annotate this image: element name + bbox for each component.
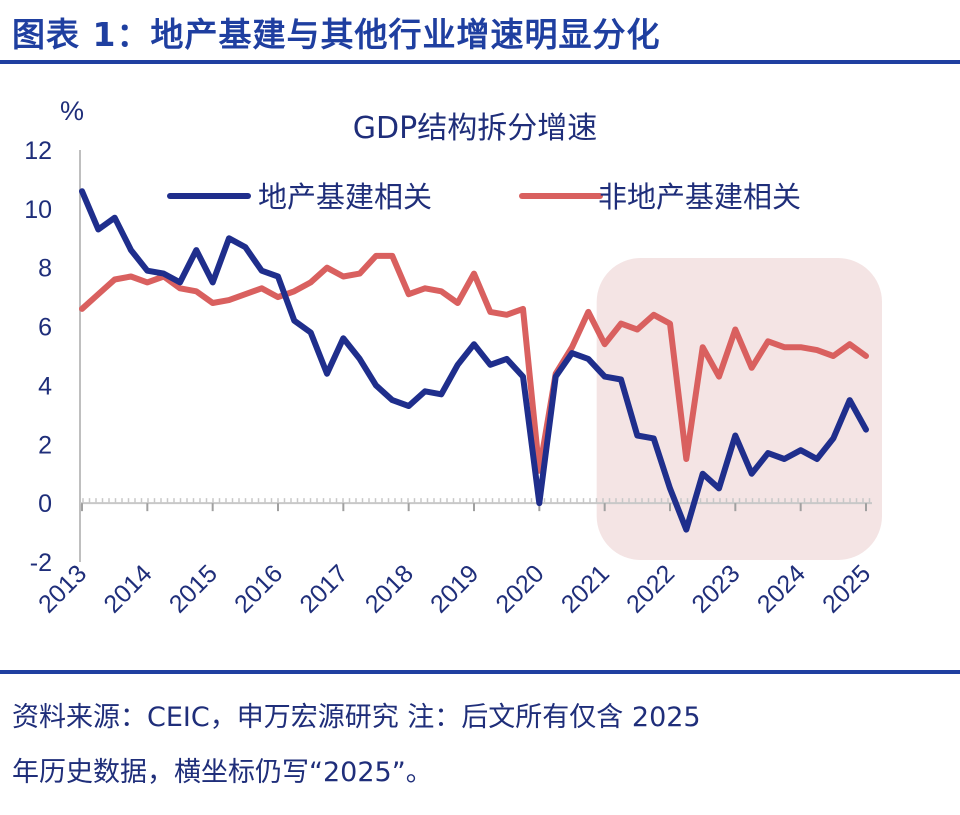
y-tick-label: 0	[38, 490, 52, 518]
legend-label-1: 地产基建相关	[258, 180, 432, 214]
x-tick-label: 2024	[752, 559, 811, 618]
legend-label-2: 非地产基建相关	[598, 180, 801, 214]
source-note-line1: 资料来源：CEIC，申万宏源研究 注：后文所有仅含 2025	[12, 702, 701, 733]
x-tick-label: 2025	[817, 559, 876, 618]
x-tick-label: 2014	[98, 559, 157, 618]
series-line-2	[79, 252, 869, 474]
x-tick-label: 2023	[686, 559, 745, 618]
x-tick-label: 2017	[294, 559, 353, 618]
series-line-1	[79, 188, 869, 533]
title-rule	[0, 60, 960, 64]
x-tick-label: 2022	[621, 559, 680, 618]
x-tick-label: 2021	[556, 559, 615, 618]
y-tick-label: 12	[24, 137, 52, 165]
x-tick-label: 2020	[490, 559, 549, 618]
x-tick-label: 2015	[164, 559, 223, 618]
y-tick-label: 2	[38, 431, 52, 459]
y-axis-unit: %	[60, 96, 84, 126]
x-tick-label: 2016	[229, 559, 288, 618]
highlight-region	[596, 258, 882, 560]
y-tick-label: 10	[24, 196, 52, 224]
y-tick-label: -2	[30, 549, 52, 577]
y-tick-label: 4	[38, 372, 52, 400]
y-tick-label: 6	[38, 314, 52, 342]
y-tick-label: 8	[38, 255, 52, 283]
x-tick-label: 2018	[360, 559, 419, 618]
chart-title: GDP结构拆分增速	[353, 111, 597, 146]
x-tick-label: 2019	[425, 559, 484, 618]
footer-rule	[0, 670, 960, 674]
source-note-line2: 年历史数据，横坐标仍写“2025”。	[12, 757, 433, 788]
figure-title: 图表 1：地产基建与其他行业增速明显分化	[12, 15, 661, 54]
